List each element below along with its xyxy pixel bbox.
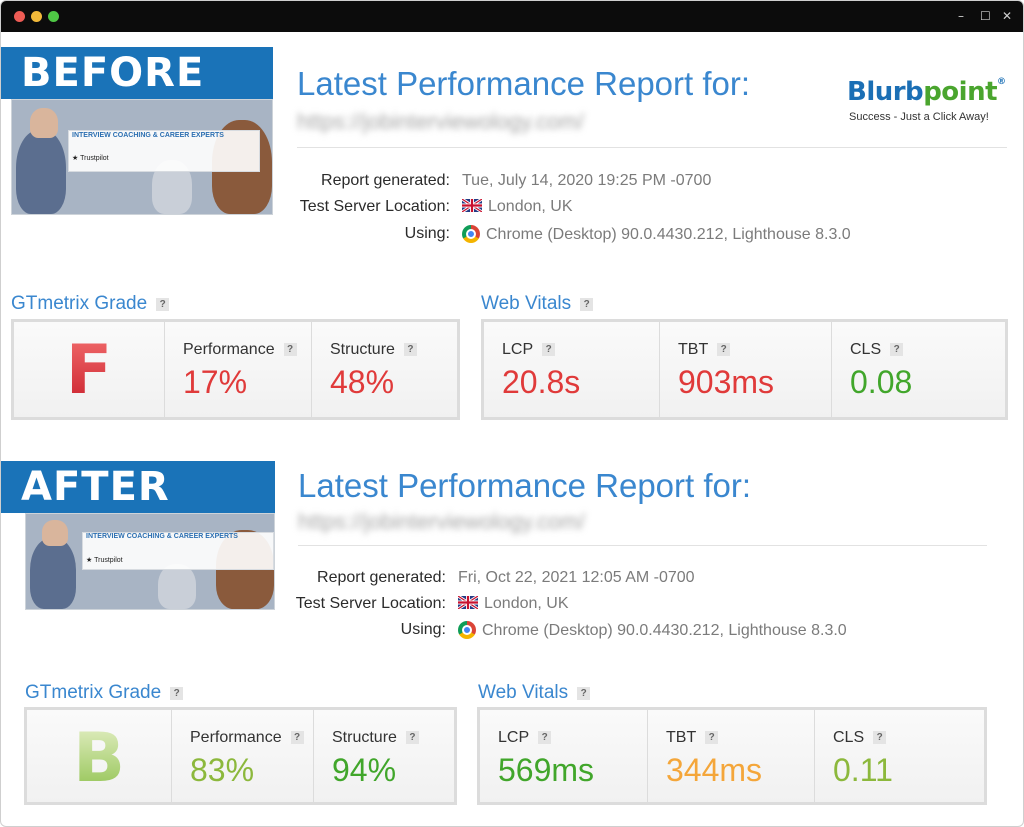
after-report-url[interactable]: https://jobinterviewology.com/ [298, 509, 585, 534]
report-generated-value: Fri, Oct 22, 2021 12:05 AM -0700 [458, 569, 695, 586]
lcp-label: LCP [502, 341, 534, 358]
chrome-icon [458, 621, 476, 639]
before-badge: BEFORE [1, 47, 273, 99]
help-icon[interactable]: ? [890, 343, 904, 356]
help-icon[interactable]: ? [717, 343, 731, 356]
cls-value: 0.11 [833, 752, 893, 788]
help-icon[interactable]: ? [403, 343, 417, 356]
after-grade-panel: B Performance? 83% Structure? 94% [24, 707, 457, 805]
structure-label: Structure [332, 729, 397, 746]
thumbnail-headline: INTERVIEW COACHING & CAREER EXPERTS [86, 533, 238, 540]
help-icon[interactable]: ? [538, 731, 552, 744]
server-location-label: Test Server Location: [295, 595, 446, 612]
tbt-value: 903ms [678, 364, 775, 400]
help-icon[interactable]: ? [405, 731, 419, 744]
before-grade-panel: F Performance? 17% Structure? 48% [11, 319, 460, 420]
thumbnail-headline: INTERVIEW COACHING & CAREER EXPERTS [72, 132, 224, 139]
grade-letter: F [14, 332, 164, 410]
server-location-label: Test Server Location: [299, 198, 450, 215]
before-divider [297, 147, 1007, 148]
server-location-value: London, UK [462, 198, 573, 216]
server-location-value: London, UK [458, 595, 569, 613]
performance-label: Performance [190, 729, 282, 746]
help-icon[interactable]: ? [705, 731, 719, 744]
minimize-icon[interactable]: – [958, 9, 964, 23]
web-vitals-title: Web Vitals? [481, 293, 594, 315]
performance-value: 83% [190, 752, 255, 788]
trustpilot-badge: ★ Trustpilot [72, 155, 109, 162]
lcp-label: LCP [498, 729, 530, 746]
lcp-value: 20.8s [502, 364, 581, 400]
lcp-cell: LCP? 20.8s [484, 322, 659, 417]
structure-label: Structure [330, 341, 395, 358]
logo-name-prefix: Blurb [847, 77, 924, 107]
using-label: Using: [400, 621, 446, 638]
before-report-title: Latest Performance Report for: [297, 65, 751, 102]
cls-cell: CLS? 0.11 [814, 710, 984, 802]
help-icon[interactable]: ? [170, 687, 184, 700]
gtmetrix-grade-title: GTmetrix Grade? [25, 682, 184, 704]
after-badge: AFTER [1, 461, 275, 513]
using-label: Using: [404, 225, 450, 242]
grade-cell: B [27, 710, 171, 802]
performance-label: Performance [183, 341, 275, 358]
cls-value: 0.08 [850, 364, 913, 400]
performance-value: 17% [183, 364, 248, 400]
before-report-url[interactable]: https://jobinterviewology.com/ [297, 109, 584, 134]
close-icon[interactable]: ✕ [1002, 9, 1013, 23]
close-window-button[interactable] [14, 11, 25, 22]
web-vitals-title: Web Vitals? [478, 682, 591, 704]
help-icon[interactable]: ? [156, 298, 170, 311]
performance-cell: Performance? 17% [164, 322, 311, 417]
after-site-thumbnail: INTERVIEW COACHING & CAREER EXPERTS ★ Tr… [25, 513, 275, 610]
tbt-cell: TBT? 903ms [659, 322, 831, 417]
help-icon[interactable]: ? [283, 343, 297, 356]
cls-cell: CLS? 0.08 [831, 322, 1005, 417]
report-generated-label: Report generated: [317, 569, 446, 586]
blurbpoint-logo: Blurbpoint® Success - Just a Click Away! [847, 77, 1007, 127]
after-vitals-panel: LCP? 569ms TBT? 344ms CLS? 0.11 [477, 707, 987, 805]
gtmetrix-grade-title: GTmetrix Grade? [11, 293, 170, 315]
grade-letter: B [27, 720, 171, 798]
tbt-cell: TBT? 344ms [647, 710, 814, 802]
structure-cell: Structure? 94% [313, 710, 454, 802]
tbt-label: TBT [678, 341, 709, 358]
report-generated-value: Tue, July 14, 2020 19:25 PM -0700 [462, 172, 712, 189]
uk-flag-icon [462, 199, 482, 212]
cls-label: CLS [850, 341, 882, 358]
structure-cell: Structure? 48% [311, 322, 457, 417]
performance-cell: Performance? 83% [171, 710, 313, 802]
uk-flag-icon [458, 596, 478, 609]
trustpilot-badge: ★ Trustpilot [86, 557, 123, 564]
after-report-title: Latest Performance Report for: [298, 467, 752, 504]
structure-value: 48% [330, 364, 395, 400]
lcp-cell: LCP? 569ms [480, 710, 647, 802]
tbt-value: 344ms [666, 752, 763, 788]
help-icon[interactable]: ? [873, 731, 887, 744]
structure-value: 94% [332, 752, 397, 788]
help-icon[interactable]: ? [577, 687, 591, 700]
using-value: Chrome (Desktop) 90.0.4430.212, Lighthou… [458, 621, 847, 640]
maximize-icon[interactable]: ☐ [980, 9, 991, 23]
tbt-label: TBT [666, 729, 697, 746]
report-generated-label: Report generated: [321, 172, 450, 189]
zoom-window-button[interactable] [48, 11, 59, 22]
lcp-value: 569ms [498, 752, 595, 788]
before-vitals-panel: LCP? 20.8s TBT? 903ms CLS? 0.08 [481, 319, 1008, 420]
help-icon[interactable]: ? [580, 298, 594, 311]
after-divider [298, 545, 987, 546]
chrome-icon [462, 225, 480, 243]
cls-label: CLS [833, 729, 865, 746]
logo-name-suffix: point [923, 77, 998, 107]
before-site-thumbnail: INTERVIEW COACHING & CAREER EXPERTS ★ Tr… [11, 99, 273, 215]
grade-cell: F [14, 322, 164, 417]
logo-tagline: Success - Just a Click Away! [849, 111, 989, 123]
logo-reg-mark: ® [997, 77, 1006, 87]
help-icon[interactable]: ? [542, 343, 556, 356]
help-icon[interactable]: ? [290, 731, 304, 744]
title-bar: – ☐ ✕ [1, 1, 1023, 32]
minimize-window-button[interactable] [31, 11, 42, 22]
using-value: Chrome (Desktop) 90.0.4430.212, Lighthou… [462, 225, 851, 244]
